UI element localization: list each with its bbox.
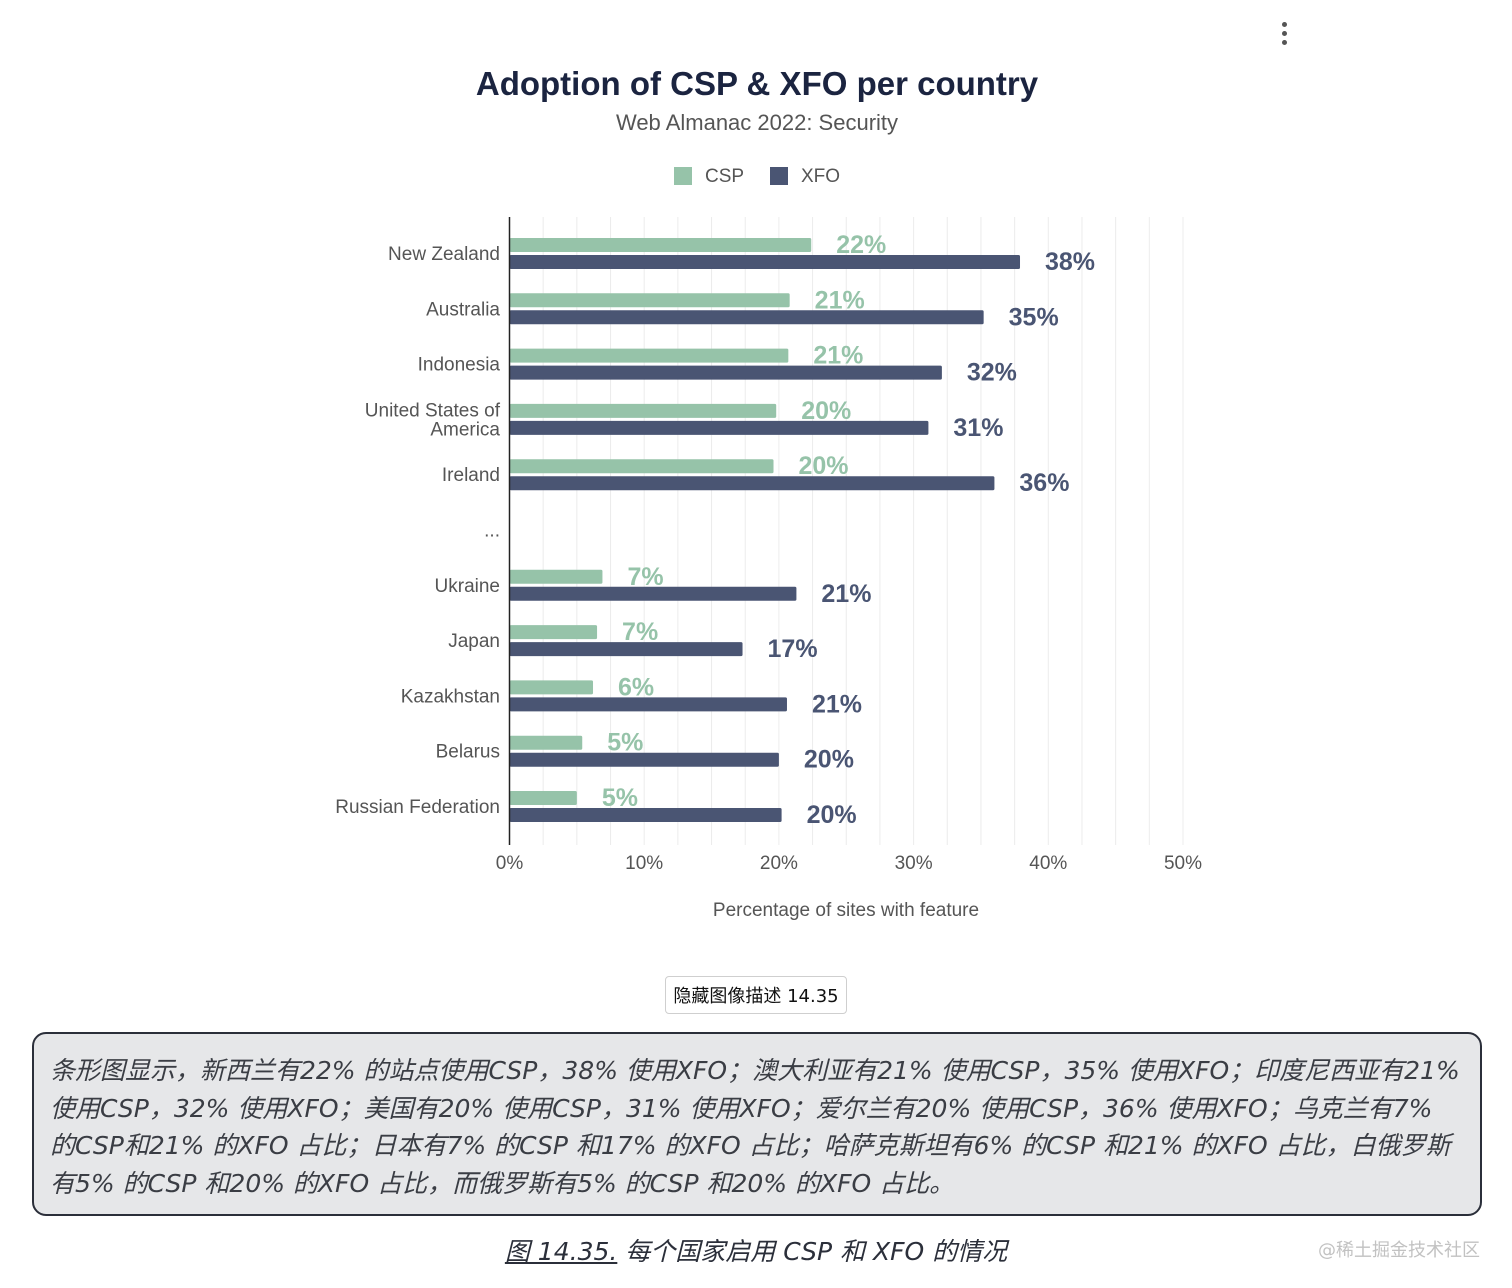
dot: [1281, 30, 1287, 36]
legend-swatch-xfo[interactable]: [770, 167, 788, 185]
bar-xfo[interactable]: [509, 255, 1021, 269]
bar-xfo[interactable]: [509, 586, 797, 601]
x-tick-label: 30%: [895, 853, 933, 874]
x-tick-label: 10%: [625, 853, 663, 874]
bar-xfo[interactable]: [509, 808, 782, 822]
bars: 22% 21% 21% 20% 20% 7% 7% 6% 5% 5% 38% 35% 32% 31% 36%…: [509, 231, 1095, 829]
bar-chart: Adoption of CSP & XFO per country Web Al…: [335, 65, 1202, 921]
toggle-description-button[interactable]: 隐藏图像描述 14.35: [665, 976, 847, 1014]
bar-xfo[interactable]: [509, 365, 942, 380]
y-category-label: United States of America: [365, 400, 501, 440]
x-tick-label: 50%: [1164, 853, 1202, 874]
figure-number-link[interactable]: 图 14.35.: [504, 1237, 618, 1266]
y-category-label: Russian Federation: [335, 797, 500, 818]
data-label-csp: 20%: [801, 397, 851, 425]
data-label-csp: 22%: [836, 231, 886, 259]
data-label-csp: 6%: [618, 673, 654, 701]
y-category-label: Japan: [448, 631, 500, 652]
data-label-csp: 21%: [813, 342, 863, 370]
data-label-csp: 7%: [627, 563, 663, 591]
bar-csp[interactable]: [509, 569, 603, 584]
data-label-csp: 5%: [607, 729, 643, 757]
y-category-label: Indonesia: [418, 355, 501, 376]
legend-label-xfo[interactable]: XFO: [801, 166, 840, 187]
chart-legend: CSP XFO: [674, 166, 840, 187]
data-label-xfo: 31%: [953, 414, 1003, 442]
bar-csp[interactable]: [509, 459, 774, 474]
y-category-label: Australia: [426, 299, 500, 320]
chart-subtitle: Web Almanac 2022: Security: [616, 110, 898, 135]
data-label-xfo: 17%: [768, 635, 818, 663]
bar-csp[interactable]: [509, 293, 790, 308]
data-label-xfo: 38%: [1045, 248, 1095, 276]
dot: [1281, 39, 1287, 45]
data-label-xfo: 20%: [807, 801, 857, 829]
more-options-icon[interactable]: [1270, 16, 1298, 50]
y-category-label: Ukraine: [435, 576, 500, 597]
x-axis-title: Percentage of sites with feature: [713, 900, 979, 921]
y-axis-labels: New Zealand Australia Indonesia United Stat…: [335, 244, 500, 818]
x-tick-label: 40%: [1029, 853, 1067, 874]
dot: [1281, 21, 1287, 27]
bar-xfo[interactable]: [509, 310, 984, 325]
data-label-csp: 20%: [799, 452, 849, 480]
bar-csp[interactable]: [509, 403, 777, 418]
data-label-xfo: 36%: [1019, 469, 1069, 497]
data-label-csp: 7%: [622, 618, 658, 646]
bar-csp[interactable]: [509, 625, 598, 640]
legend-label-csp[interactable]: CSP: [705, 166, 744, 187]
bar-xfo[interactable]: [509, 752, 779, 767]
chart-title: Adoption of CSP & XFO per country: [476, 65, 1039, 102]
figure-caption-text: 每个国家启用 CSP 和 XFO 的情况: [617, 1237, 1008, 1266]
bar-xfo[interactable]: [509, 642, 743, 657]
y-category-label: ...: [484, 521, 500, 542]
data-label-xfo: 21%: [821, 580, 871, 608]
data-label-xfo: 21%: [812, 690, 862, 718]
watermark: @稀土掘金技术社区: [1318, 1240, 1480, 1261]
bar-csp[interactable]: [509, 791, 577, 805]
data-label-xfo: 32%: [967, 359, 1017, 387]
image-description: 条形图显示，新西兰有22% 的站点使用CSP，38% 使用XFO；澳大利亚有21…: [32, 1032, 1482, 1216]
x-tick-label: 20%: [760, 853, 798, 874]
bar-csp[interactable]: [509, 238, 812, 252]
legend-swatch-csp[interactable]: [674, 167, 692, 185]
data-label-csp: 5%: [602, 784, 638, 812]
data-label-xfo: 20%: [804, 746, 854, 774]
bar-xfo[interactable]: [509, 476, 995, 491]
data-label-csp: 21%: [815, 286, 865, 314]
y-category-label: Ireland: [442, 465, 500, 486]
y-category-label: New Zealand: [388, 244, 500, 265]
x-axis-ticks: 0% 10% 20% 30% 40% 50%: [496, 853, 1202, 874]
figure-caption: 图 14.35. 每个国家启用 CSP 和 XFO 的情况: [0, 1232, 1512, 1268]
bar-csp[interactable]: [509, 735, 583, 750]
data-label-xfo: 35%: [1009, 303, 1059, 331]
y-category-label: Kazakhstan: [401, 686, 500, 707]
x-tick-label: 0%: [496, 853, 524, 874]
bar-csp[interactable]: [509, 680, 594, 695]
bar-csp[interactable]: [509, 348, 789, 363]
y-category-label: Belarus: [436, 742, 500, 763]
bar-xfo[interactable]: [509, 420, 929, 435]
bar-xfo[interactable]: [509, 697, 787, 712]
